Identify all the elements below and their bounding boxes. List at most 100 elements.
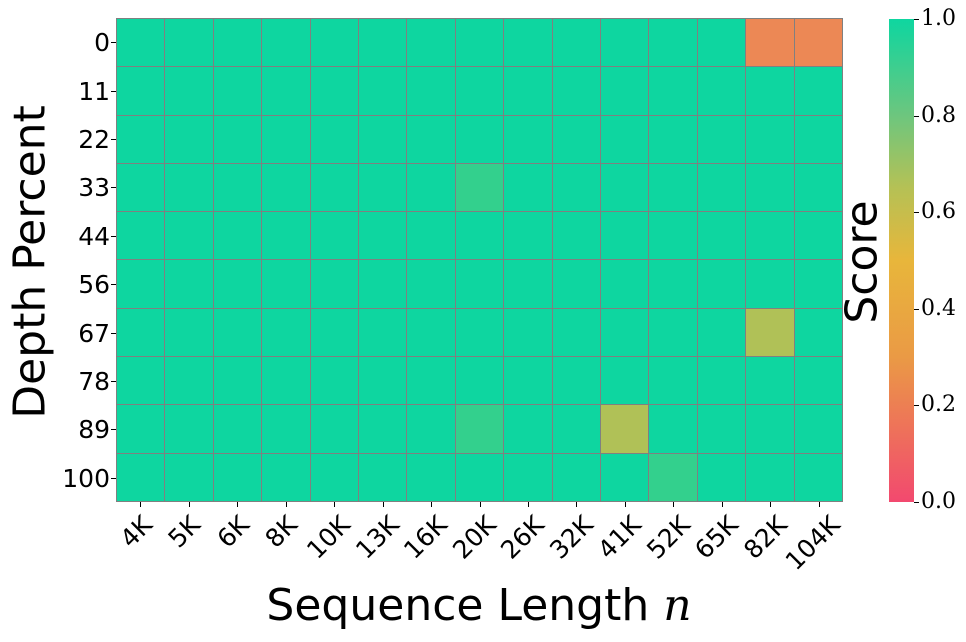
x-axis-label: Sequence Length n	[266, 580, 691, 631]
heatmap-cell	[310, 163, 358, 212]
heatmap-cell	[746, 67, 794, 115]
heatmap-cell	[504, 67, 552, 115]
heatmap-cell	[213, 19, 262, 67]
heatmap-cell	[794, 19, 842, 67]
y-tick-label: 100	[62, 463, 110, 493]
heatmap-cell	[117, 453, 165, 501]
heatmap-cell	[359, 163, 407, 212]
y-tick-label: 89	[78, 415, 110, 445]
heatmap-cell	[794, 357, 842, 405]
heatmap-cell	[310, 19, 358, 67]
heatmap-cell	[262, 453, 310, 501]
heatmap-cell	[455, 163, 504, 212]
x-axis-label-variable: n	[663, 580, 692, 631]
heatmap-cell	[117, 308, 165, 357]
x-tick-mark	[431, 502, 433, 507]
heatmap-cell	[407, 260, 455, 308]
heatmap-cell	[649, 67, 697, 115]
x-tick-mark	[576, 502, 578, 507]
y-tick-label: 44	[78, 221, 110, 251]
heatmap-cell	[601, 453, 649, 501]
heatmap-cell	[504, 163, 552, 212]
heatmap-cell	[746, 115, 794, 163]
heatmap-cell	[552, 163, 600, 212]
heatmap-cell	[165, 163, 213, 212]
heatmap-cell	[165, 212, 213, 260]
heatmap-cell	[359, 212, 407, 260]
colorbar-tick-label: 1.0	[921, 6, 956, 31]
heatmap-grid	[116, 18, 843, 502]
heatmap-cell	[359, 405, 407, 453]
x-tick-label: 32K	[543, 510, 599, 565]
y-axis-label: Depth Percent	[4, 105, 56, 419]
heatmap-cell	[310, 453, 358, 501]
heatmap-cell	[213, 212, 262, 260]
x-tick-label: 5K	[162, 510, 207, 554]
x-tick-mark	[188, 502, 190, 507]
heatmap-cell	[649, 212, 697, 260]
colorbar-label: Score	[836, 200, 888, 324]
y-tick-mark	[111, 429, 116, 431]
heatmap-cell	[601, 212, 649, 260]
y-tick-label: 67	[78, 318, 110, 348]
heatmap-cell	[746, 405, 794, 453]
heatmap-cell	[117, 67, 165, 115]
x-tick-label: 41K	[592, 510, 648, 565]
heatmap-cell	[262, 212, 310, 260]
heatmap-cell	[601, 308, 649, 357]
heatmap-cell	[504, 453, 552, 501]
heatmap-cell	[746, 212, 794, 260]
heatmap-cell	[165, 67, 213, 115]
heatmap-cell	[407, 115, 455, 163]
colorbar-tick-mark	[914, 308, 919, 310]
heatmap-cell	[165, 260, 213, 308]
colorbar-tick-mark	[914, 115, 919, 117]
heatmap-cell	[165, 308, 213, 357]
heatmap-cell	[794, 405, 842, 453]
colorbar-tick-mark	[914, 19, 919, 20]
heatmap-cell	[697, 67, 746, 115]
heatmap-cell	[165, 115, 213, 163]
x-tick-label: 52K	[640, 510, 696, 565]
y-tick-label: 56	[78, 270, 110, 300]
x-tick-mark	[770, 502, 772, 507]
y-tick-label: 11	[78, 76, 110, 106]
heatmap-cell	[746, 19, 794, 67]
heatmap-cell	[746, 308, 794, 357]
heatmap-cell	[359, 453, 407, 501]
colorbar-tick-mark	[914, 405, 919, 407]
colorbar	[889, 19, 914, 502]
heatmap-cell	[552, 308, 600, 357]
heatmap-cell	[552, 19, 600, 67]
heatmap-cell	[407, 357, 455, 405]
heatmap-cell	[213, 163, 262, 212]
y-tick-mark	[111, 235, 116, 237]
heatmap-cell	[552, 357, 600, 405]
heatmap-cell	[213, 405, 262, 453]
heatmap-cell	[746, 260, 794, 308]
heatmap-cell	[601, 405, 649, 453]
colorbar-tick-mark	[914, 502, 919, 503]
heatmap-cell	[697, 308, 746, 357]
heatmap-cell	[165, 357, 213, 405]
heatmap-cell	[262, 308, 310, 357]
x-axis-label-text: Sequence Length	[266, 580, 650, 631]
heatmap-cell	[697, 212, 746, 260]
heatmap-cell	[310, 357, 358, 405]
heatmap-cell	[213, 308, 262, 357]
heatmap-cell	[746, 357, 794, 405]
heatmap-cell	[601, 357, 649, 405]
heatmap-cell	[310, 212, 358, 260]
y-tick-mark	[111, 381, 116, 382]
heatmap-cell	[552, 67, 600, 115]
heatmap-cell	[601, 115, 649, 163]
x-tick-mark	[818, 502, 820, 507]
heatmap-cell	[407, 67, 455, 115]
colorbar-tick-label: 0.2	[921, 392, 956, 418]
heatmap-cell	[407, 163, 455, 212]
colorbar-tick-label: 0.6	[921, 199, 956, 225]
heatmap-cell	[165, 453, 213, 501]
heatmap-cell	[407, 405, 455, 453]
heatmap-cell	[504, 115, 552, 163]
heatmap-cell	[601, 67, 649, 115]
